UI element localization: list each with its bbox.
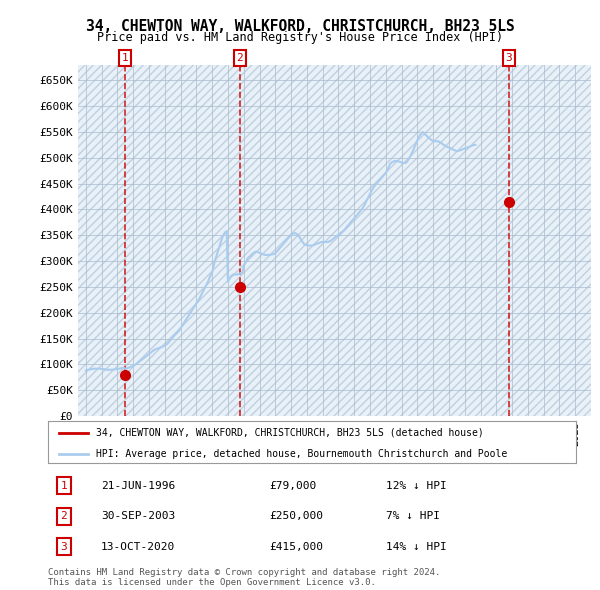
- Text: 21-JUN-1996: 21-JUN-1996: [101, 481, 175, 491]
- Text: 14% ↓ HPI: 14% ↓ HPI: [386, 542, 446, 552]
- Text: 3: 3: [505, 53, 512, 63]
- Text: 13-OCT-2020: 13-OCT-2020: [101, 542, 175, 552]
- Text: 12% ↓ HPI: 12% ↓ HPI: [386, 481, 446, 491]
- Text: 1: 1: [61, 481, 67, 491]
- Text: £415,000: £415,000: [270, 542, 324, 552]
- Text: £250,000: £250,000: [270, 512, 324, 522]
- Text: 34, CHEWTON WAY, WALKFORD, CHRISTCHURCH, BH23 5LS: 34, CHEWTON WAY, WALKFORD, CHRISTCHURCH,…: [86, 19, 514, 34]
- Text: 34, CHEWTON WAY, WALKFORD, CHRISTCHURCH, BH23 5LS (detached house): 34, CHEWTON WAY, WALKFORD, CHRISTCHURCH,…: [95, 428, 483, 438]
- Text: 2: 2: [236, 53, 243, 63]
- Text: 7% ↓ HPI: 7% ↓ HPI: [386, 512, 440, 522]
- Text: 30-SEP-2003: 30-SEP-2003: [101, 512, 175, 522]
- Text: HPI: Average price, detached house, Bournemouth Christchurch and Poole: HPI: Average price, detached house, Bour…: [95, 449, 507, 459]
- Text: 3: 3: [61, 542, 67, 552]
- Text: 1: 1: [122, 53, 128, 63]
- Text: £79,000: £79,000: [270, 481, 317, 491]
- Text: Contains HM Land Registry data © Crown copyright and database right 2024.
This d: Contains HM Land Registry data © Crown c…: [48, 568, 440, 587]
- Text: 2: 2: [61, 512, 67, 522]
- Text: Price paid vs. HM Land Registry's House Price Index (HPI): Price paid vs. HM Land Registry's House …: [97, 31, 503, 44]
